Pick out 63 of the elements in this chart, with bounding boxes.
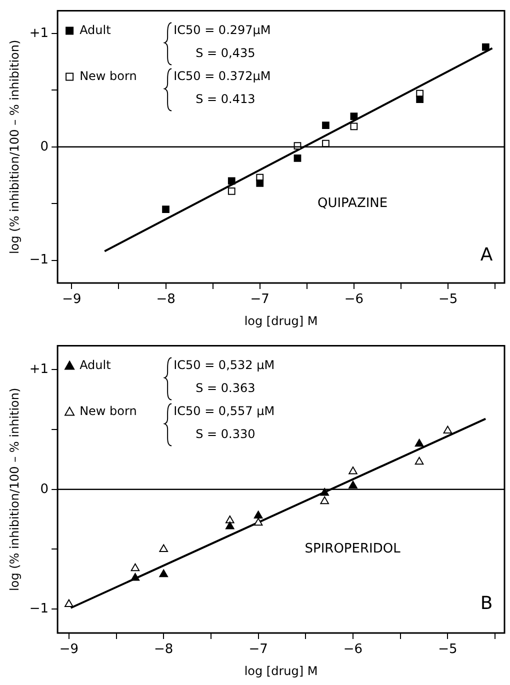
x-tick-label: −9 [62, 292, 82, 308]
annotation: QUIPAZINE [317, 196, 388, 211]
x-tick-label: −5 [438, 642, 458, 658]
annotation: IC50 = 0.297µM [174, 22, 271, 37]
point [443, 426, 452, 434]
point [414, 456, 424, 465]
annotation: S = 0,435 [196, 46, 256, 60]
point [320, 496, 329, 504]
y-tick-label: +1 [29, 362, 49, 378]
legend-label: Adult [80, 358, 112, 372]
point [414, 438, 424, 447]
annotation: S = 0.330 [196, 426, 256, 441]
point [348, 466, 358, 474]
point [226, 521, 234, 530]
point [320, 488, 329, 496]
x-tick-label: −7 [248, 642, 268, 658]
x-tick-label: −8 [156, 292, 176, 308]
x-tick-label: −6 [343, 642, 363, 658]
y-tick-label: −1 [29, 252, 49, 268]
x-tick-label: −9 [59, 642, 79, 658]
annotation: A [480, 244, 494, 266]
point [130, 572, 140, 581]
x-tick-label: −6 [344, 292, 364, 308]
y-axis-title: log (% inhibition/100 – % inhibition) [7, 40, 22, 254]
annotation: B [480, 592, 493, 614]
point [256, 180, 264, 187]
point [294, 154, 302, 162]
point [350, 112, 358, 120]
x-axis-title: log [drug] M [244, 664, 318, 678]
x-tick-label: −7 [250, 292, 270, 308]
annotation: IC50 = 0.372µM [174, 68, 271, 83]
point [159, 544, 168, 552]
point [226, 516, 234, 524]
legend-label: New born [80, 68, 137, 83]
point [348, 480, 358, 489]
point [350, 122, 358, 130]
point [254, 510, 263, 518]
x-axis-title: log [drug] M [244, 314, 318, 328]
annotation: IC50 = 0,557 µM [174, 404, 275, 418]
point [228, 187, 236, 195]
point [322, 140, 330, 148]
annotation: IC50 = 0,532 µM [174, 358, 275, 372]
point [228, 177, 236, 185]
x-tick-label: −5 [438, 292, 458, 308]
point [254, 518, 263, 526]
point [482, 43, 490, 51]
legend-label: New born [80, 404, 137, 418]
y-tick-label: −1 [29, 601, 49, 616]
point [322, 122, 330, 130]
y-axis-title: log (% inhibition/100 – % inhition) [7, 388, 22, 591]
point [416, 96, 424, 103]
y-tick-label: 0 [40, 482, 49, 497]
x-tick-label: −8 [154, 642, 174, 658]
point [162, 206, 170, 213]
point [159, 569, 168, 578]
y-tick-label: +1 [29, 26, 49, 41]
annotation: SPIROPERIDOL [304, 542, 402, 557]
annotation: S = 0.363 [196, 380, 256, 395]
annotation: S = 0.413 [196, 92, 256, 106]
legend-label: Adult [80, 22, 112, 37]
point [64, 599, 74, 608]
y-tick-label: 0 [40, 139, 49, 154]
point [130, 563, 140, 572]
